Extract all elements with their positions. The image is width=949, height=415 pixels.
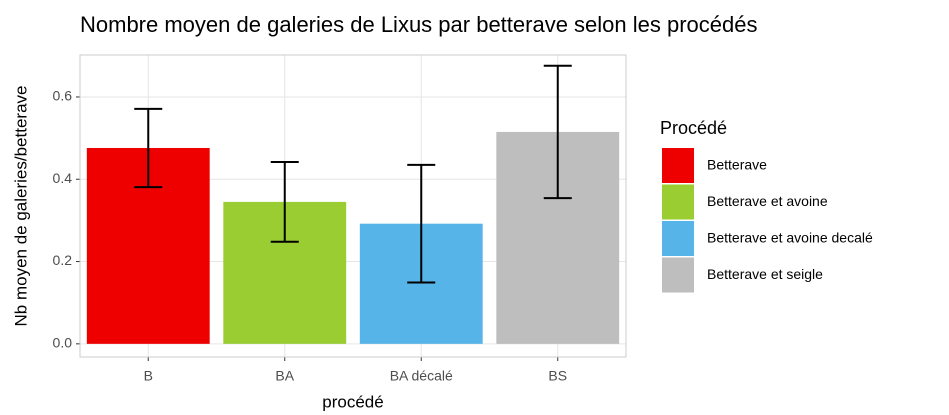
legend-label: Betterave et avoine: [707, 193, 828, 209]
legend-label: Betterave: [707, 157, 767, 173]
error-bar: [543, 64, 572, 200]
legend-label: Betterave et avoine decalé: [707, 230, 873, 246]
y-tick-label: 0.4: [53, 170, 73, 186]
legend-key: [662, 184, 694, 220]
error-bar: [407, 163, 436, 284]
x-tick-label: B: [144, 368, 153, 384]
x-tick-label: BA décalé: [390, 368, 453, 384]
legend-label: Betterave et seigle: [707, 266, 823, 282]
legend-key: [662, 148, 694, 183]
x-axis-label: procédé: [322, 392, 383, 411]
error-bar: [134, 107, 163, 189]
error-bar: [270, 160, 299, 243]
y-axis-label: Nb moyen de galeries/betterave: [11, 86, 30, 327]
chart-title: Nombre moyen de galeries de Lixus par be…: [80, 12, 758, 37]
legend-title: Procédé: [660, 118, 727, 138]
legend-key: [662, 257, 694, 293]
y-tick-label: 0.0: [53, 335, 73, 351]
x-tick-label: BA: [275, 368, 294, 384]
panel-border: [79, 54, 627, 358]
legend-key: [662, 221, 694, 256]
x-tick-label: BS: [548, 368, 567, 384]
y-tick-label: 0.2: [53, 252, 73, 268]
y-tick-label: 0.6: [53, 88, 73, 104]
